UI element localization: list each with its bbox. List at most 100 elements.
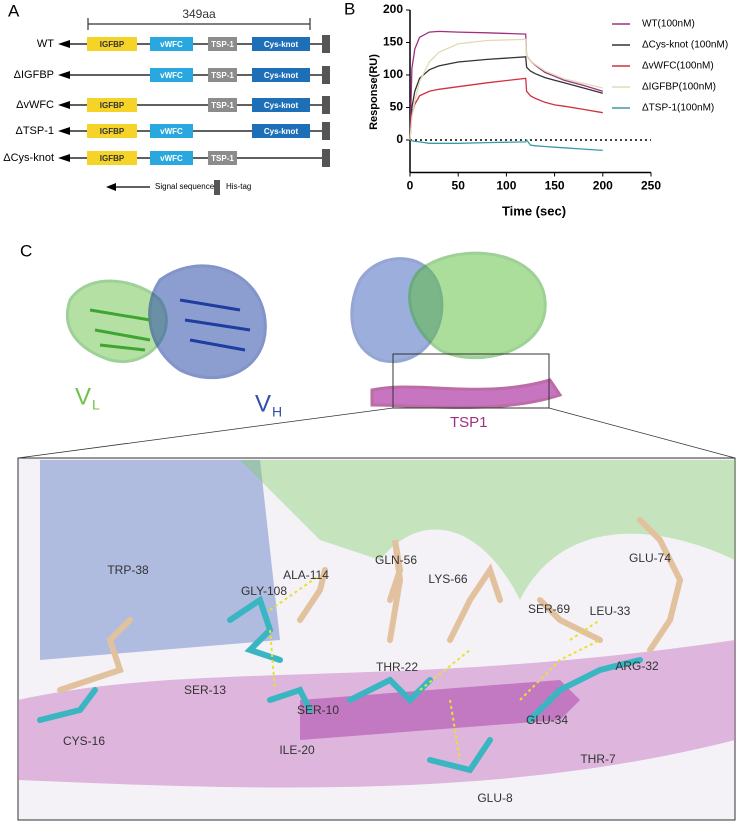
domain-box xyxy=(87,151,137,165)
his-tag xyxy=(322,122,330,140)
domain-box xyxy=(150,124,193,138)
y-tick-label: 200 xyxy=(383,2,403,16)
x-tick-label: 0 xyxy=(407,179,414,193)
legend-label: ΔCys-knot (100nM) xyxy=(642,40,728,51)
domain-label: TSP-1 xyxy=(211,71,234,80)
legend-label: ΔvWFC(100nM) xyxy=(642,61,714,72)
domain-label: Cys-knot xyxy=(264,40,299,49)
legend-label: WT(100nM) xyxy=(642,19,695,30)
zoom-view xyxy=(17,457,736,821)
row-label: ΔCys-knot xyxy=(3,152,54,164)
domain-label: IGFBP xyxy=(100,127,125,136)
domain-label: TSP-1 xyxy=(211,40,234,49)
tsp1-label: TSP1 xyxy=(450,414,488,431)
domain-box xyxy=(150,151,193,165)
domain-box xyxy=(252,98,310,112)
residue-label: GLU-8 xyxy=(477,791,513,805)
domain-box xyxy=(252,37,310,51)
his-tag xyxy=(322,96,330,114)
row-label: ΔTSP-1 xyxy=(15,125,54,137)
x-tick-label: 200 xyxy=(593,179,613,193)
x-axis-title: Time (sec) xyxy=(502,203,566,218)
panel-label: A xyxy=(8,1,20,20)
domain-box xyxy=(87,98,137,112)
x-tick-label: 100 xyxy=(496,179,516,193)
structure-complex xyxy=(17,251,736,459)
residue-label: GLY-108 xyxy=(241,584,287,598)
domain-label: IGFBP xyxy=(100,154,125,163)
signal-arrow xyxy=(58,40,70,48)
domain-box xyxy=(252,124,310,138)
domain-label: vWFC xyxy=(160,127,183,136)
residue-label: THR-22 xyxy=(376,660,418,674)
residue-label: GLU-74 xyxy=(629,551,671,565)
x-tick-label: 250 xyxy=(641,179,661,193)
row-label: ΔvWFC xyxy=(16,99,54,111)
series-line xyxy=(409,30,603,141)
signal-arrow xyxy=(58,101,70,109)
residue-label: SER-69 xyxy=(528,602,570,616)
residue-label: TRP-38 xyxy=(107,563,149,577)
legend-label: ΔIGFBP(100nM) xyxy=(642,82,716,93)
residue-label: CYS-16 xyxy=(63,734,105,748)
domain-label: vWFC xyxy=(160,40,183,49)
domain-label: Cys-knot xyxy=(264,101,299,110)
residue-label: SER-10 xyxy=(297,703,339,717)
y-tick-label: 100 xyxy=(383,67,403,81)
residue-label: SER-13 xyxy=(184,683,226,697)
residue-label: ALA-114 xyxy=(283,568,329,582)
panel-label: C xyxy=(20,241,32,260)
y-tick-label: 0 xyxy=(396,132,403,146)
series-line xyxy=(409,56,603,141)
residue-label: ILE-20 xyxy=(279,743,315,757)
residue-label: GLN-56 xyxy=(375,553,417,567)
domain-box xyxy=(252,68,310,82)
structure-left xyxy=(65,264,267,380)
legend-his xyxy=(214,180,220,195)
his-tag xyxy=(322,66,330,84)
vh-sub: H xyxy=(272,404,282,420)
domain-box xyxy=(208,98,237,112)
residue-label: THR-7 xyxy=(580,752,616,766)
domain-label: TSP-1 xyxy=(211,101,234,110)
x-tick-label: 50 xyxy=(452,179,466,193)
y-tick-label: 150 xyxy=(383,35,403,49)
y-axis-title: Response(RU) xyxy=(368,54,380,130)
his-tag xyxy=(322,35,330,53)
legend-his-label: His-tag xyxy=(226,182,251,191)
vl-sub: L xyxy=(92,397,100,413)
series-line xyxy=(409,138,603,152)
residue-label: ARG-32 xyxy=(615,659,659,673)
vh-label: V xyxy=(255,390,271,417)
domain-label: IGFBP xyxy=(100,101,125,110)
domain-label: vWFC xyxy=(160,154,183,163)
y-tick-label: 50 xyxy=(390,100,404,114)
domain-label: IGFBP xyxy=(100,40,125,49)
vl-label: V xyxy=(75,383,91,410)
row-label: WT xyxy=(37,38,54,50)
his-tag xyxy=(322,149,330,167)
legend-label: ΔTSP-1(100nM) xyxy=(642,103,714,114)
domain-box xyxy=(208,151,237,165)
domain-box xyxy=(87,124,137,138)
domain-box xyxy=(87,37,137,51)
signal-arrow xyxy=(58,127,70,135)
length-label: 349aa xyxy=(182,7,216,21)
series-line xyxy=(409,38,603,141)
series-line xyxy=(409,77,603,141)
residue-label: LEU-33 xyxy=(590,604,631,618)
residue-label: LYS-66 xyxy=(428,572,467,586)
row-label: ΔIGFBP xyxy=(14,69,54,81)
domain-label: TSP-1 xyxy=(211,154,234,163)
legend-signal xyxy=(106,183,150,191)
domain-box xyxy=(208,68,237,82)
signal-arrow xyxy=(58,154,70,162)
domain-label: Cys-knot xyxy=(264,127,299,136)
domain-label: Cys-knot xyxy=(264,71,299,80)
signal-arrow xyxy=(58,71,70,79)
domain-label: vWFC xyxy=(160,71,183,80)
domain-box xyxy=(150,68,193,82)
length-bracket xyxy=(87,18,311,30)
panel-label: B xyxy=(344,0,355,18)
